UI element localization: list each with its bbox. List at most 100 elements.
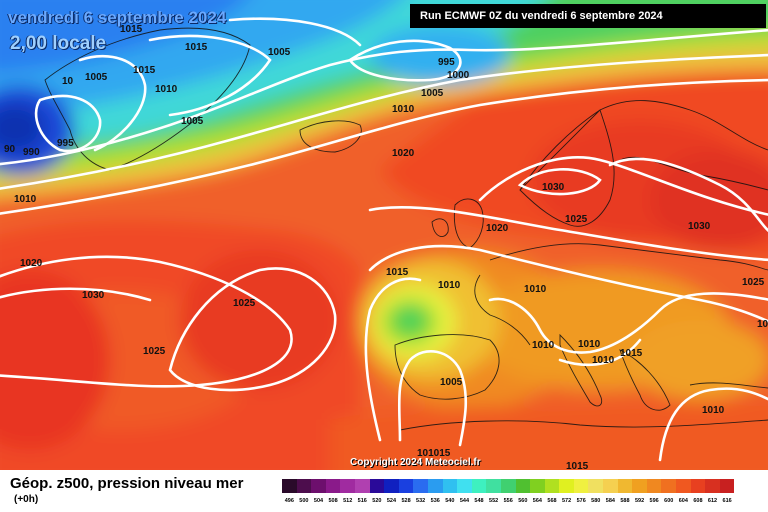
color-scale-cell — [544, 479, 560, 493]
isobar-pressure-label: 1005 — [440, 377, 463, 388]
isobar-pressure-label: 1015 — [185, 42, 208, 53]
isobar-pressure-label: 1005 — [268, 47, 291, 58]
color-scale-label: 612 — [707, 498, 718, 504]
isobar-pressure-label: 1020 — [486, 223, 509, 234]
color-scale-cell — [442, 479, 458, 493]
color-scale-label: 604 — [678, 498, 688, 504]
color-scale-cell — [661, 479, 677, 493]
color-scale-label: 596 — [649, 498, 659, 504]
color-scale-cell — [398, 479, 414, 493]
color-scale-cell — [530, 479, 545, 493]
color-scale-cell — [325, 479, 341, 493]
color-scale-label: 568 — [547, 498, 557, 504]
copyright-notice: Copyright 2024 Meteociel.fr — [350, 457, 481, 468]
isobar-pressure-label: 90 — [4, 144, 16, 155]
color-scale-label: 552 — [489, 498, 499, 504]
isobar-pressure-label: 995 — [57, 138, 74, 149]
isobar-pressure-label: 995 — [438, 57, 455, 68]
color-scale-cell — [617, 479, 633, 493]
color-scale-cell — [588, 479, 604, 493]
isobar-pressure-label: 1015 — [386, 267, 409, 278]
color-scale-cell — [311, 479, 326, 493]
color-scale-cell — [559, 479, 574, 493]
color-scale-cell — [384, 479, 399, 493]
isobar-pressure-label: 1010 — [524, 284, 547, 295]
color-scale-label: 532 — [416, 498, 426, 504]
isobar-pressure-label: 1000 — [447, 70, 470, 81]
color-scale-cell — [354, 479, 370, 493]
isobar-pressure-label: 1015 — [620, 348, 643, 359]
color-scale-cell — [705, 479, 720, 493]
color-scale-cell — [500, 479, 516, 493]
color-scale-cell — [603, 479, 618, 493]
color-scale-label: 600 — [664, 498, 674, 504]
color-scale-label: 576 — [576, 498, 586, 504]
isobar-pressure-label: 1030 — [542, 182, 565, 193]
color-scale-label: 540 — [445, 498, 455, 504]
isobar-lines — [0, 17, 768, 462]
geopotential-fill — [0, 0, 768, 470]
isobar-pressure-label: 1005 — [181, 116, 204, 127]
color-scale-label: 516 — [357, 498, 367, 504]
isobar-pressure-label: 1025 — [742, 277, 765, 288]
color-scale-label: 508 — [328, 498, 338, 504]
color-scale-label: 496 — [284, 498, 294, 504]
isobar-pressure-label: 1015 — [566, 461, 589, 470]
isobar-pressure-label: 1020 — [20, 258, 43, 269]
isobar-pressure-label: 101015 — [417, 448, 451, 459]
color-scale-label: 504 — [313, 498, 324, 504]
color-scale-label: 608 — [693, 498, 703, 504]
color-scale-label: 588 — [620, 498, 630, 504]
isobar-pressure-label: 1010 — [392, 104, 415, 115]
color-scale-cell — [340, 479, 355, 493]
isobar-pressure-label: 1020 — [392, 148, 415, 159]
color-scale-cell — [486, 479, 501, 493]
map-date-title: vendredi 6 septembre 2024 — [8, 8, 227, 27]
isobar-pressure-label: 1010 — [155, 84, 178, 95]
color-scale-cell — [719, 479, 735, 493]
color-scale-cell — [296, 479, 312, 493]
isobar-pressure-label: 1005 — [85, 72, 108, 83]
color-scale-cell — [632, 479, 647, 493]
color-scale-cell — [471, 479, 487, 493]
isobar-pressure-label: 1010 — [592, 355, 615, 366]
color-scale-cell — [457, 479, 472, 493]
color-scale-cell — [413, 479, 428, 493]
color-scale-label: 512 — [343, 498, 353, 504]
color-scale-cell — [369, 479, 385, 493]
color-scale-label: 560 — [518, 498, 528, 504]
isobar-pressure-label: 1010 — [532, 340, 555, 351]
isobar-pressure-label: 1030 — [688, 221, 711, 232]
color-scale-cell — [427, 479, 443, 493]
color-scale-label: 524 — [386, 498, 397, 504]
color-scale-label: 528 — [401, 498, 411, 504]
run-info-banner: Run ECMWF 0Z du vendredi 6 septembre 202… — [410, 4, 766, 28]
color-scale-label: 556 — [503, 498, 513, 504]
isobar-pressure-label: 1015 — [120, 24, 143, 35]
color-scale-cell — [282, 479, 297, 493]
isobar-pressure-label: 1005 — [421, 88, 444, 99]
isobar-pressure-label: 1015 — [757, 319, 768, 330]
color-scale-cell — [515, 479, 531, 493]
color-scale-cell — [690, 479, 706, 493]
color-scale-cell — [573, 479, 589, 493]
legend-footer: Géop. z500, pression niveau mer (+0h) 49… — [0, 470, 768, 512]
color-scale-label: 544 — [459, 498, 470, 504]
color-scale-label: 564 — [532, 498, 542, 504]
isobar-pressure-label: 10 — [62, 76, 74, 87]
color-scale-label: 500 — [299, 498, 309, 504]
map-parameter-title: Géop. z500, pression niveau mer — [10, 475, 244, 492]
isobar-pressure-label: 990 — [23, 147, 40, 158]
isobar-pressure-label: 1030 — [82, 290, 105, 301]
weather-map: 1015101510051015101010051099510001005101… — [0, 0, 768, 470]
color-scale-cell — [676, 479, 691, 493]
color-scale-label: 592 — [634, 498, 645, 504]
color-scale-label: 616 — [722, 498, 732, 504]
color-scale-label: 536 — [430, 498, 440, 504]
isobar-pressure-label: 1010 — [14, 194, 37, 205]
isobar-pressure-label: 1025 — [233, 298, 256, 309]
color-scale-label: 548 — [474, 498, 484, 504]
isobar-pressure-label: 1010 — [578, 339, 601, 350]
forecast-offset: (+0h) — [14, 494, 39, 505]
